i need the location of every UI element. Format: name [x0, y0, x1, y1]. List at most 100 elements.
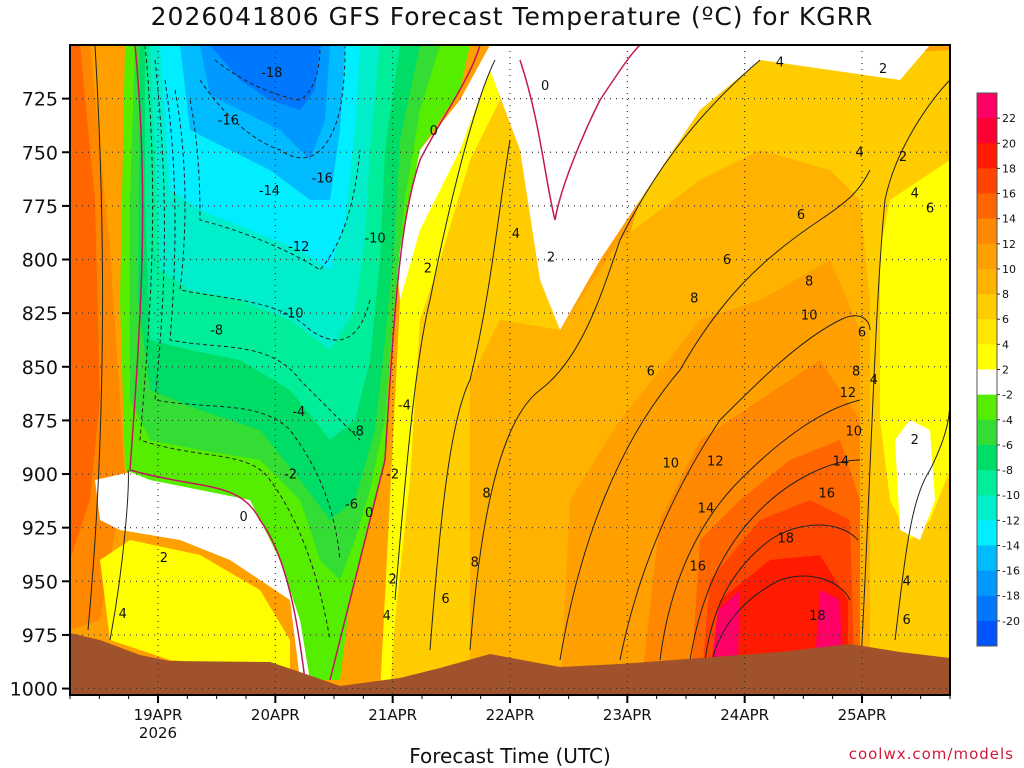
contour-label: 2 — [160, 551, 168, 566]
colorbar: 22 20 18 16 14 12 10 8 6 4 2 -2 -4 -6 -8 -10 -12 -14 -16 -1… — [976, 92, 1020, 647]
contour-label: 8 — [482, 487, 490, 502]
contour-label: 6 — [723, 253, 731, 268]
contour-labels: -18 -16 -16 -14 -12 -10 -10 -8 -8 -6 -4 -4 -2 -2 0 0 0 0 2… — [119, 55, 935, 628]
colorbar-tick-label: -14 — [1002, 539, 1020, 552]
x-tick-label: 25APR — [838, 706, 887, 724]
contour-label: 6 — [926, 201, 934, 216]
contour-label: 10 — [846, 424, 863, 439]
contour-label: -18 — [261, 66, 282, 81]
x-tick-label: 23APR — [603, 706, 652, 724]
contour-label: -8 — [351, 424, 364, 439]
colorbar-bin — [977, 419, 997, 446]
y-tick-label: 1000 — [10, 679, 58, 701]
contour-label: 8 — [852, 364, 860, 379]
colorbar-bin — [977, 168, 997, 195]
contour-label: 6 — [902, 613, 910, 628]
contour-label: 0 — [365, 506, 373, 521]
y-tick-label: 725 — [22, 89, 58, 111]
contour-label: 4 — [776, 55, 784, 70]
y-tick-label: 975 — [22, 625, 58, 647]
colorbar-tick-label: 20 — [1002, 137, 1016, 150]
colorbar-bin — [977, 620, 997, 647]
colorbar-bin — [977, 143, 997, 169]
chart-title: 2026041806 GFS Forecast Temperature (ºC)… — [150, 2, 874, 31]
contour-label: -12 — [288, 240, 309, 255]
colorbar-bin — [977, 319, 997, 345]
y-tick-label: 825 — [22, 303, 58, 325]
x-tick-label: 22APR — [486, 706, 535, 724]
contour-label: 4 — [902, 575, 910, 590]
contour-label: -16 — [312, 171, 333, 186]
colorbar-bin — [977, 344, 997, 370]
colorbar-bin — [977, 193, 997, 220]
colorbar-bin — [977, 243, 997, 270]
y-tick-label: 850 — [22, 357, 58, 379]
contour-label: 6 — [647, 364, 655, 379]
colorbar-bin — [977, 495, 997, 521]
colorbar-bin — [977, 570, 997, 597]
contour-label: -10 — [364, 231, 385, 246]
contour-label: 4 — [512, 227, 520, 242]
colorbar-bin — [977, 545, 997, 572]
colorbar-tick-label: -16 — [1002, 565, 1020, 578]
colorbar-tick-label: 2 — [1002, 364, 1009, 377]
colorbar-bin — [977, 294, 997, 320]
contour-label: 2 — [879, 62, 887, 77]
contour-label: -14 — [259, 184, 280, 199]
y-tick-label: 925 — [22, 518, 58, 540]
contour-label: 18 — [777, 532, 794, 547]
contour-label: 8 — [805, 274, 813, 289]
colorbar-tick-label: 8 — [1002, 288, 1009, 301]
contour-lines — [87, 45, 950, 681]
colorbar-tick-label: -2 — [1002, 389, 1013, 402]
x-tick-label: 20APR — [251, 706, 300, 724]
x-tick-label: 24APR — [720, 706, 769, 724]
contour-label: 12 — [707, 454, 724, 469]
contour-label: 2 — [911, 433, 919, 448]
contour-label: -10 — [282, 306, 303, 321]
contour-label: 2 — [547, 251, 555, 266]
contour-label: 10 — [801, 309, 818, 324]
colorbar-tick-label: -18 — [1002, 590, 1020, 603]
colorbar-tick-label: 14 — [1002, 213, 1016, 226]
colorbar-bin — [977, 394, 997, 421]
y-tick-label: 750 — [22, 142, 58, 164]
contour-label: 0 — [541, 79, 549, 94]
y-tick-label: 875 — [22, 410, 58, 432]
colorbar-tick-label: -4 — [1002, 414, 1013, 427]
contour-label: 2 — [389, 572, 397, 587]
x-tick-label: 19APR — [134, 706, 183, 724]
contour-label: 0 — [240, 510, 248, 525]
grid-lines — [70, 45, 950, 695]
colorbar-tick-label: -12 — [1002, 514, 1020, 527]
contour-label: -6 — [345, 497, 358, 512]
colorbar-tick-label: 10 — [1002, 263, 1016, 276]
colorbar-tick-label: -8 — [1002, 464, 1013, 477]
contour-label: 14 — [698, 502, 715, 517]
contour-label: -4 — [398, 399, 411, 414]
colorbar-bin — [977, 268, 997, 295]
colorbar-bin — [977, 595, 997, 622]
colorbar-tick-label: -20 — [1002, 615, 1020, 628]
contour-label: 12 — [840, 386, 857, 401]
contour-label: 2 — [899, 150, 907, 165]
colorbar-tick-label: 16 — [1002, 188, 1016, 201]
contour-label: 8 — [471, 555, 479, 570]
y-tick-label: 950 — [22, 571, 58, 593]
temperature-field — [70, 45, 950, 695]
contour-label: 4 — [383, 609, 391, 624]
contour-label: 14 — [833, 454, 850, 469]
colorbar-bin — [977, 218, 997, 245]
contour-label: 6 — [441, 592, 449, 607]
x-year-label: 2026 — [139, 724, 177, 742]
y-axis: 725 750 775 800 825 850 875 900 925 950 975 1000 — [10, 89, 70, 701]
colorbar-tick-label: 12 — [1002, 238, 1016, 251]
source-credit: coolwx.com/models — [848, 745, 1014, 763]
contour-label: 4 — [911, 186, 919, 201]
contour-label: -4 — [292, 405, 305, 420]
colorbar-tick-label: -6 — [1002, 439, 1013, 452]
colorbar-bin — [977, 444, 997, 471]
x-axis-label: Forecast Time (UTC) — [409, 744, 611, 768]
y-tick-label: 900 — [22, 464, 58, 486]
